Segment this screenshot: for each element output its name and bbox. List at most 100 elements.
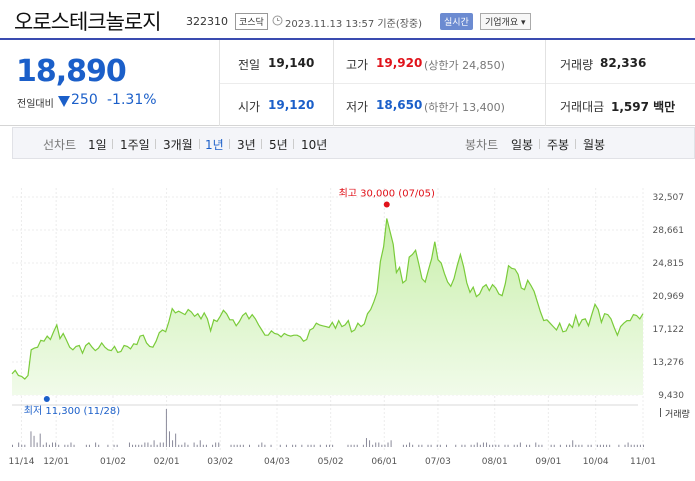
period-1y[interactable]: 1년 xyxy=(205,138,224,152)
stock-header: 오로스테크놀로지 322310 코스닥 2023.11.13 13:57 기준(… xyxy=(0,0,695,40)
volume-bar xyxy=(141,444,143,447)
y-tick-label: 17,122 xyxy=(653,325,685,335)
volume-bar xyxy=(175,433,177,447)
price-area xyxy=(12,218,643,395)
volume-bar xyxy=(409,442,411,447)
volume-bar xyxy=(596,444,598,447)
volume-bar xyxy=(513,444,515,447)
open-label: 시가 xyxy=(238,100,261,114)
volume-bar xyxy=(575,444,577,447)
realtime-button[interactable]: 실시간 xyxy=(440,13,473,30)
volume-bar xyxy=(636,444,638,447)
volume-bar xyxy=(153,440,155,447)
volume-bar xyxy=(581,444,583,447)
volume-bar xyxy=(627,442,629,447)
period-divider xyxy=(575,139,576,149)
line-chart-label: 선차트 xyxy=(43,138,77,152)
volume-bar xyxy=(239,444,241,447)
volume-bar xyxy=(602,444,604,447)
period-1d[interactable]: 1일 xyxy=(88,138,107,152)
amount-label: 거래대금 xyxy=(560,100,605,114)
volume-bar xyxy=(85,444,87,447)
volume-bar xyxy=(107,444,109,447)
volume-bar xyxy=(353,444,355,447)
volume-bar xyxy=(172,440,174,447)
y-tick-label: 9,430 xyxy=(658,391,684,401)
prev-close-value: 19,140 xyxy=(268,56,315,70)
change-label: 전일대비 xyxy=(17,99,54,110)
volume-bar xyxy=(21,444,23,447)
price-chart[interactable]: 32,507 28,661 24,815 20,969 17,122 13,276 9,43… xyxy=(0,160,695,481)
summary-col-divider xyxy=(333,40,334,126)
x-tick-label: 12/01 xyxy=(43,457,69,467)
x-tick-label: 10/04 xyxy=(583,457,609,467)
y-tick-label: 24,815 xyxy=(653,259,685,269)
period-3m[interactable]: 3개월 xyxy=(163,138,193,152)
volume-bar xyxy=(630,444,632,447)
volume-bar xyxy=(378,442,380,447)
volume-bar xyxy=(128,442,130,447)
clock-icon xyxy=(272,15,283,26)
volume-bar xyxy=(285,444,287,447)
volume-bar xyxy=(270,444,272,447)
price-line xyxy=(11,218,644,380)
volume-bar xyxy=(144,442,146,447)
volume-bar xyxy=(476,442,478,447)
candle-daily[interactable]: 일봉 xyxy=(511,138,534,152)
company-info-dropdown[interactable]: 기업개요 ▾ xyxy=(480,13,531,30)
volume-bar xyxy=(147,442,149,447)
volume-bar xyxy=(310,444,312,447)
volume-bar xyxy=(150,444,152,447)
volume-bar xyxy=(559,444,561,447)
period-10y[interactable]: 10년 xyxy=(301,138,328,152)
volume-bar xyxy=(48,444,50,447)
amount-value: 1,597 백만 xyxy=(611,100,676,114)
down-triangle-icon xyxy=(58,96,70,107)
volume-bar xyxy=(113,444,115,447)
volume-bar xyxy=(516,444,518,447)
period-1w[interactable]: 1주일 xyxy=(120,138,150,152)
volume-bar xyxy=(381,444,383,447)
period-bar: 선차트 1일 1주일 3개월 1년 3년 5년 10년 봉차트 일봉 주봉 월봉 xyxy=(12,127,695,159)
volume-bar xyxy=(387,442,389,447)
volume-bar xyxy=(421,444,423,447)
volume-bar xyxy=(165,409,167,447)
candle-monthly[interactable]: 월봉 xyxy=(583,138,606,152)
volume-bar xyxy=(375,442,377,447)
candle-weekly[interactable]: 주봉 xyxy=(547,138,570,152)
volume-bar xyxy=(566,444,568,447)
y-tick-label: 32,507 xyxy=(653,193,685,203)
volume-bar xyxy=(138,444,140,447)
volume-bar xyxy=(606,444,608,447)
volume-bar xyxy=(384,444,386,447)
volume-label: 거래량 xyxy=(560,58,594,72)
volume-bar xyxy=(599,444,601,447)
volume-bar xyxy=(18,442,20,447)
volume-bar xyxy=(504,444,506,447)
high-label: 고가 xyxy=(346,58,369,72)
volume-bar xyxy=(332,444,334,447)
period-5y[interactable]: 5년 xyxy=(269,138,288,152)
volume-bar xyxy=(455,444,457,447)
volume-value: 82,336 xyxy=(600,56,647,70)
period-3y[interactable]: 3년 xyxy=(237,138,256,152)
volume-bar xyxy=(132,444,134,447)
x-tick-label: 02/01 xyxy=(154,457,180,467)
x-tick-label: 08/01 xyxy=(482,457,508,467)
volume-bar xyxy=(369,440,371,447)
period-divider xyxy=(539,139,540,149)
volume-bar xyxy=(405,444,407,447)
volume-bar xyxy=(233,444,235,447)
volume-bar xyxy=(292,444,294,447)
volume-bar xyxy=(319,444,321,447)
volume-bars xyxy=(12,409,644,447)
volume-bar xyxy=(45,442,47,447)
x-tick-label: 11/14 xyxy=(8,457,34,467)
volume-bar xyxy=(313,444,315,447)
volume-bar xyxy=(492,444,494,447)
volume-bar xyxy=(643,444,644,447)
volume-legend-label: 거래량 xyxy=(665,408,690,420)
volume-bar xyxy=(519,442,521,447)
volume-bar xyxy=(230,444,232,447)
volume-bar xyxy=(39,433,41,447)
